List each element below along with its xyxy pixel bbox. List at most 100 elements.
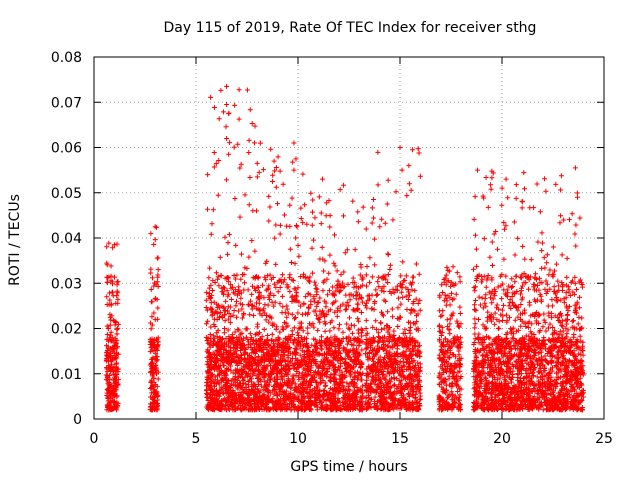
- data-point: [330, 284, 336, 290]
- data-point: [218, 401, 224, 407]
- data-point: [250, 372, 256, 378]
- data-point: [266, 407, 272, 413]
- data-point: [273, 406, 279, 412]
- data-point: [231, 308, 237, 314]
- data-point: [317, 380, 323, 386]
- data-point: [312, 279, 318, 285]
- data-point: [300, 339, 306, 345]
- data-point: [351, 399, 357, 405]
- data-point: [346, 315, 352, 321]
- data-point: [252, 285, 258, 291]
- data-point: [273, 326, 279, 332]
- data-point: [213, 387, 219, 393]
- data-point: [298, 216, 304, 222]
- data-point: [288, 260, 294, 266]
- data-point: [104, 332, 110, 338]
- data-point: [225, 293, 231, 299]
- data-point: [360, 204, 366, 210]
- data-point: [259, 356, 265, 362]
- data-point: [417, 396, 423, 402]
- data-point: [337, 367, 343, 373]
- data-point: [226, 231, 232, 237]
- data-point: [308, 298, 314, 304]
- data-point: [271, 338, 277, 344]
- data-point: [364, 263, 370, 269]
- data-point: [211, 399, 217, 405]
- data-point: [332, 372, 338, 378]
- data-point: [295, 384, 301, 390]
- data-point: [336, 382, 342, 388]
- data-point: [319, 365, 325, 371]
- data-point: [269, 388, 275, 394]
- data-point: [313, 285, 319, 291]
- data-point: [322, 328, 328, 334]
- data-point: [327, 389, 333, 395]
- data-point: [447, 331, 453, 337]
- data-point: [111, 364, 117, 370]
- data-point: [260, 167, 266, 173]
- data-point: [280, 392, 286, 398]
- data-point: [375, 182, 381, 188]
- data-point: [317, 375, 323, 381]
- data-point: [263, 387, 269, 393]
- data-point: [374, 291, 380, 297]
- data-point: [205, 172, 211, 178]
- data-point: [235, 386, 241, 392]
- data-point: [292, 407, 298, 413]
- data-point: [152, 280, 158, 286]
- data-point: [472, 298, 478, 304]
- data-point: [247, 390, 253, 396]
- data-point: [352, 369, 358, 375]
- data-point: [220, 385, 226, 391]
- data-point: [292, 297, 298, 303]
- data-point: [237, 367, 243, 373]
- data-point: [350, 275, 356, 281]
- chart-title: Day 115 of 2019, Rate Of TEC Index for r…: [164, 20, 537, 36]
- data-point: [339, 407, 345, 413]
- data-point: [296, 326, 302, 332]
- data-point: [513, 273, 519, 279]
- data-point: [336, 357, 342, 363]
- data-point: [282, 407, 288, 413]
- data-point: [255, 353, 261, 359]
- data-point: [259, 370, 265, 376]
- data-point: [110, 406, 116, 412]
- data-point: [286, 366, 292, 372]
- data-point: [275, 361, 281, 367]
- data-point: [232, 287, 238, 293]
- data-point: [225, 359, 231, 365]
- data-point: [208, 372, 214, 378]
- data-point: [364, 283, 370, 289]
- data-point: [265, 333, 271, 339]
- data-point: [314, 300, 320, 306]
- data-point: [285, 310, 291, 316]
- data-point: [206, 285, 212, 291]
- data-point: [490, 263, 496, 269]
- data-point: [103, 377, 109, 383]
- data-point: [416, 271, 422, 277]
- data-point: [355, 209, 361, 215]
- data-point: [298, 357, 304, 363]
- data-point: [363, 226, 369, 232]
- data-point: [249, 238, 255, 244]
- data-point: [114, 351, 120, 357]
- data-point: [472, 336, 478, 342]
- data-point: [274, 382, 280, 388]
- data-point: [114, 327, 120, 333]
- data-point: [367, 279, 373, 285]
- data-point: [285, 323, 291, 329]
- data-point: [518, 301, 524, 307]
- data-point: [226, 398, 232, 404]
- data-point: [289, 195, 295, 201]
- data-point: [209, 292, 215, 298]
- data-point: [151, 310, 157, 316]
- data-point: [260, 282, 266, 288]
- data-point: [482, 300, 488, 306]
- data-point: [275, 352, 281, 358]
- data-point: [207, 382, 213, 388]
- data-point: [410, 274, 416, 280]
- data-point: [109, 279, 115, 285]
- data-point: [310, 377, 316, 383]
- data-point: [324, 407, 330, 413]
- data-point: [374, 292, 380, 298]
